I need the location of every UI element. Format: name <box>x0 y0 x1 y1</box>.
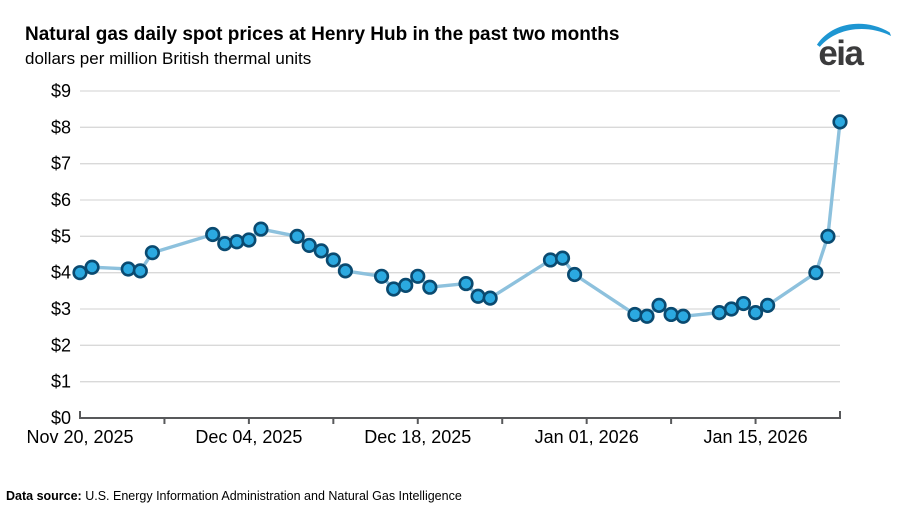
y-tick-label: $9 <box>51 81 71 101</box>
price-point <box>386 281 402 297</box>
price-point <box>832 114 848 130</box>
price-point <box>313 243 329 259</box>
price-point <box>808 265 824 281</box>
price-point <box>132 263 148 279</box>
price-point <box>760 297 776 313</box>
x-tick-label: Dec 04, 2025 <box>195 427 302 447</box>
y-tick-label: $3 <box>51 299 71 319</box>
eia-logo-swoosh-icon <box>816 23 892 47</box>
price-point <box>229 234 245 250</box>
price-point <box>567 266 583 283</box>
price-point <box>253 221 269 237</box>
data-source-note: Data source: U.S. Energy Information Adm… <box>6 489 462 503</box>
price-point <box>289 228 305 244</box>
eia-logo-text: eia <box>818 34 864 73</box>
price-point <box>458 275 474 292</box>
y-tick-label: $0 <box>51 408 71 428</box>
price-point <box>84 259 100 275</box>
y-tick-label: $4 <box>51 263 71 283</box>
price-point <box>663 306 679 323</box>
price-point <box>144 245 160 261</box>
chart-title: Natural gas daily spot prices at Henry H… <box>25 24 620 45</box>
y-tick-label: $6 <box>51 190 71 210</box>
price-point <box>120 261 136 277</box>
price-point <box>72 265 88 281</box>
price-point <box>301 237 317 254</box>
y-tick-label: $2 <box>51 335 71 355</box>
x-tick-label: Jan 15, 2026 <box>704 427 808 447</box>
price-point <box>554 250 571 266</box>
chart-subtitle: dollars per million British thermal unit… <box>25 49 312 68</box>
y-tick-label: $8 <box>51 117 71 137</box>
price-point <box>205 226 221 243</box>
price-point <box>373 268 390 284</box>
price-point <box>747 305 764 321</box>
x-tick-label: Dec 18, 2025 <box>364 427 471 447</box>
eia-logo: eia <box>816 23 892 73</box>
price-point <box>325 252 341 268</box>
price-point <box>410 268 426 284</box>
price-point <box>337 263 353 279</box>
price-point <box>651 297 667 313</box>
price-point <box>470 288 486 304</box>
y-tick-label: $7 <box>51 154 71 174</box>
price-point <box>627 306 643 323</box>
price-point <box>542 252 559 268</box>
price-point <box>820 228 836 244</box>
x-tick-label: Jan 01, 2026 <box>535 427 639 447</box>
price-point <box>482 290 498 306</box>
y-tick-label: $1 <box>51 372 71 392</box>
price-point <box>675 308 691 324</box>
data-source-label: Data source: <box>6 489 82 503</box>
y-tick-label: $5 <box>51 226 71 246</box>
price-point <box>711 305 727 321</box>
x-tick-label: Nov 20, 2025 <box>26 427 133 447</box>
price-point <box>241 232 257 248</box>
data-source-text: U.S. Energy Information Administration a… <box>81 489 462 503</box>
price-point <box>723 301 740 317</box>
price-point <box>735 295 752 312</box>
price-point <box>422 279 438 295</box>
price-point <box>398 277 414 293</box>
price-point <box>639 308 655 324</box>
price-point <box>217 236 233 252</box>
